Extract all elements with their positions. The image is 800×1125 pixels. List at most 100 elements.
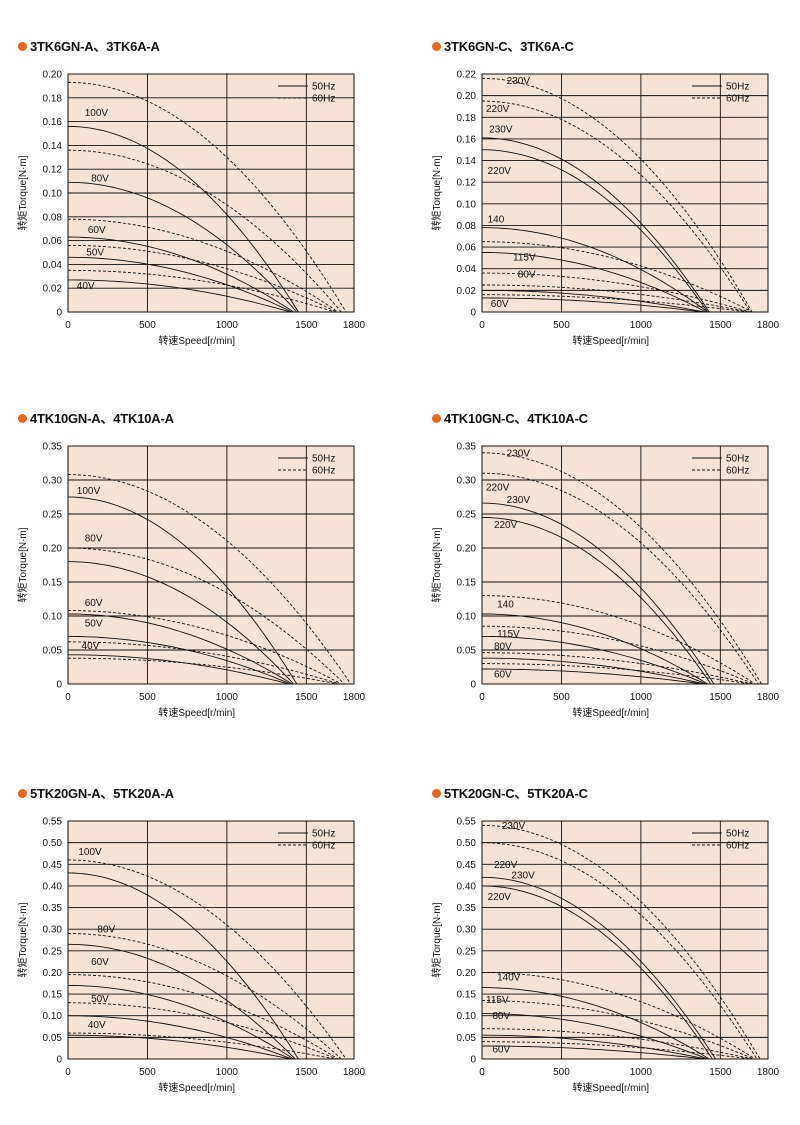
curve-230v-50hz: [481, 876, 716, 1060]
curve-220v-60hz: [481, 842, 758, 1060]
curve-100v-60hz: [67, 474, 352, 685]
curve-140-50hz: [482, 613, 708, 685]
chart-title: 4TK10GN-C、4TK10A-C: [432, 408, 588, 427]
voltage-label: 140: [488, 214, 505, 225]
plot-area: [67, 445, 355, 685]
x-tick-label: 1000: [216, 692, 239, 703]
voltage-label: 40V: [88, 1020, 106, 1031]
voltage-label: 80V: [494, 642, 512, 653]
y-tick-label: 0.02: [457, 286, 477, 297]
chart-title: 3TK6GN-A、3TK6A-A: [18, 36, 160, 55]
voltage-label: 80V: [97, 925, 115, 936]
curve-60v-50hz: [482, 668, 703, 685]
y-tick-label: 0.45: [43, 860, 63, 871]
voltage-label: 230V: [502, 821, 526, 832]
y-tick-label: 0.15: [43, 990, 63, 1001]
y-tick-label: 0.12: [43, 165, 63, 176]
legend-label-50hz: 50Hz: [312, 454, 335, 465]
chart-svg: 0 0.02 0.04 0.06 0.08 0.10 0.12 0.14 0.16 0.18 0.2…: [430, 70, 780, 348]
curve-230v-60hz: [481, 77, 753, 313]
curve-230v-60hz: [481, 824, 761, 1060]
voltage-label: 220V: [494, 860, 518, 871]
y-tick-label: 0.50: [457, 838, 477, 849]
curve-140-50hz: [481, 227, 708, 313]
curve-40v-50hz: [68, 279, 291, 313]
curve-80v-50hz: [67, 561, 294, 685]
y-tick-label: 0.40: [43, 881, 63, 892]
voltage-label: 115V: [486, 995, 509, 1006]
legend-label-60hz: 60Hz: [726, 841, 749, 852]
y-tick-label: 0.10: [43, 1011, 63, 1022]
voltage-label: 230V: [507, 76, 531, 87]
curve-115v-50hz: [482, 1013, 708, 1060]
y-tick-label: 0.30: [457, 476, 477, 487]
curve-220v-60hz: [481, 100, 751, 313]
curve-60v-60hz: [67, 974, 339, 1060]
voltage-label: 100V: [77, 486, 101, 497]
voltage-label: 220V: [486, 483, 510, 494]
chart-block-3: 4TK10GN-A、4TK10A-A 0 0.05 0.10 0.15 0.20 0.25…: [4, 410, 394, 750]
curve-60v-50hz: [67, 236, 294, 313]
curve-140v-60hz: [482, 972, 756, 1060]
plot-area: [481, 820, 769, 1060]
curve-220v-50hz: [481, 149, 708, 313]
y-tick-label: 0.35: [457, 442, 477, 453]
bullet-dot: [432, 789, 441, 798]
y-tick-label: 0: [56, 680, 62, 691]
y-tick-label: 0.12: [457, 178, 477, 189]
x-tick-label: 1500: [295, 320, 318, 331]
curve-80v-60hz: [67, 149, 342, 313]
voltage-label: 140V: [497, 972, 521, 983]
legend-label-60hz: 60Hz: [312, 94, 335, 105]
bullet-dot: [432, 414, 441, 423]
curve-50v-60hz: [68, 244, 337, 313]
x-axis-label: 转速Speed[r/min]: [158, 1081, 235, 1094]
bullet-dot: [432, 42, 441, 51]
chart-title: 3TK6GN-C、3TK6A-C: [432, 36, 574, 55]
y-tick-label: 0.05: [457, 646, 477, 657]
y-tick-label: 0.20: [43, 968, 63, 979]
curve-60v-60hz: [68, 218, 339, 313]
y-tick-label: 0: [470, 680, 476, 691]
voltage-label: 60V: [491, 299, 509, 310]
voltage-label: 100V: [78, 847, 102, 858]
voltage-label: 40V: [82, 641, 100, 652]
curve-60v-60hz: [68, 610, 342, 685]
y-tick-label: 0.55: [43, 817, 63, 828]
curve-140-60hz: [482, 241, 753, 313]
chart-title: 5TK20GN-C、5TK20A-C: [432, 783, 588, 802]
curve-100v-50hz: [67, 872, 299, 1060]
chart-block-6: 5TK20GN-C、5TK20A-C 0 0.05 0.10 0.15 0.20 0.25…: [418, 785, 800, 1125]
curve-60v-50hz: [482, 1045, 705, 1060]
y-tick-label: 0.20: [457, 544, 477, 555]
x-tick-label: 0: [479, 320, 485, 331]
chart-block-4: 4TK10GN-C、4TK10A-C 0 0.05 0.10 0.15 0.20 0.25…: [418, 410, 800, 750]
curve-100v-50hz: [67, 125, 299, 313]
curve-115v-60hz: [482, 625, 754, 685]
y-tick-label: 0.22: [457, 70, 477, 81]
y-tick-label: 0.18: [457, 113, 477, 124]
x-tick-label: 0: [479, 692, 485, 703]
voltage-label: 230V: [511, 871, 535, 882]
y-tick-label: 0.10: [43, 189, 63, 200]
voltage-label: 60V: [492, 1045, 510, 1056]
x-tick-label: 1800: [343, 1067, 366, 1078]
y-axis-label: 转矩Torque[N·m]: [16, 902, 29, 977]
y-tick-label: 0.05: [43, 646, 63, 657]
x-tick-label: 500: [553, 1067, 570, 1078]
y-tick-label: 0.20: [43, 70, 63, 81]
y-tick-label: 0.15: [457, 578, 477, 589]
voltage-label: 230V: [507, 449, 531, 460]
x-tick-label: 1500: [709, 1067, 732, 1078]
voltage-label: 115V: [497, 629, 520, 640]
curve-40v-60hz: [68, 657, 339, 685]
chart-title-text: 4TK10GN-A、4TK10A-A: [30, 411, 174, 426]
x-tick-label: 0: [65, 692, 71, 703]
voltage-label: 50V: [85, 619, 103, 630]
y-tick-label: 0.05: [43, 1033, 63, 1044]
y-axis-label: 转矩Torque[N·m]: [16, 527, 29, 602]
curve-80v-50hz: [67, 943, 296, 1060]
voltage-label: 230V: [489, 125, 513, 136]
voltage-label: 220V: [488, 166, 512, 177]
curve-80v-50hz: [482, 657, 705, 685]
